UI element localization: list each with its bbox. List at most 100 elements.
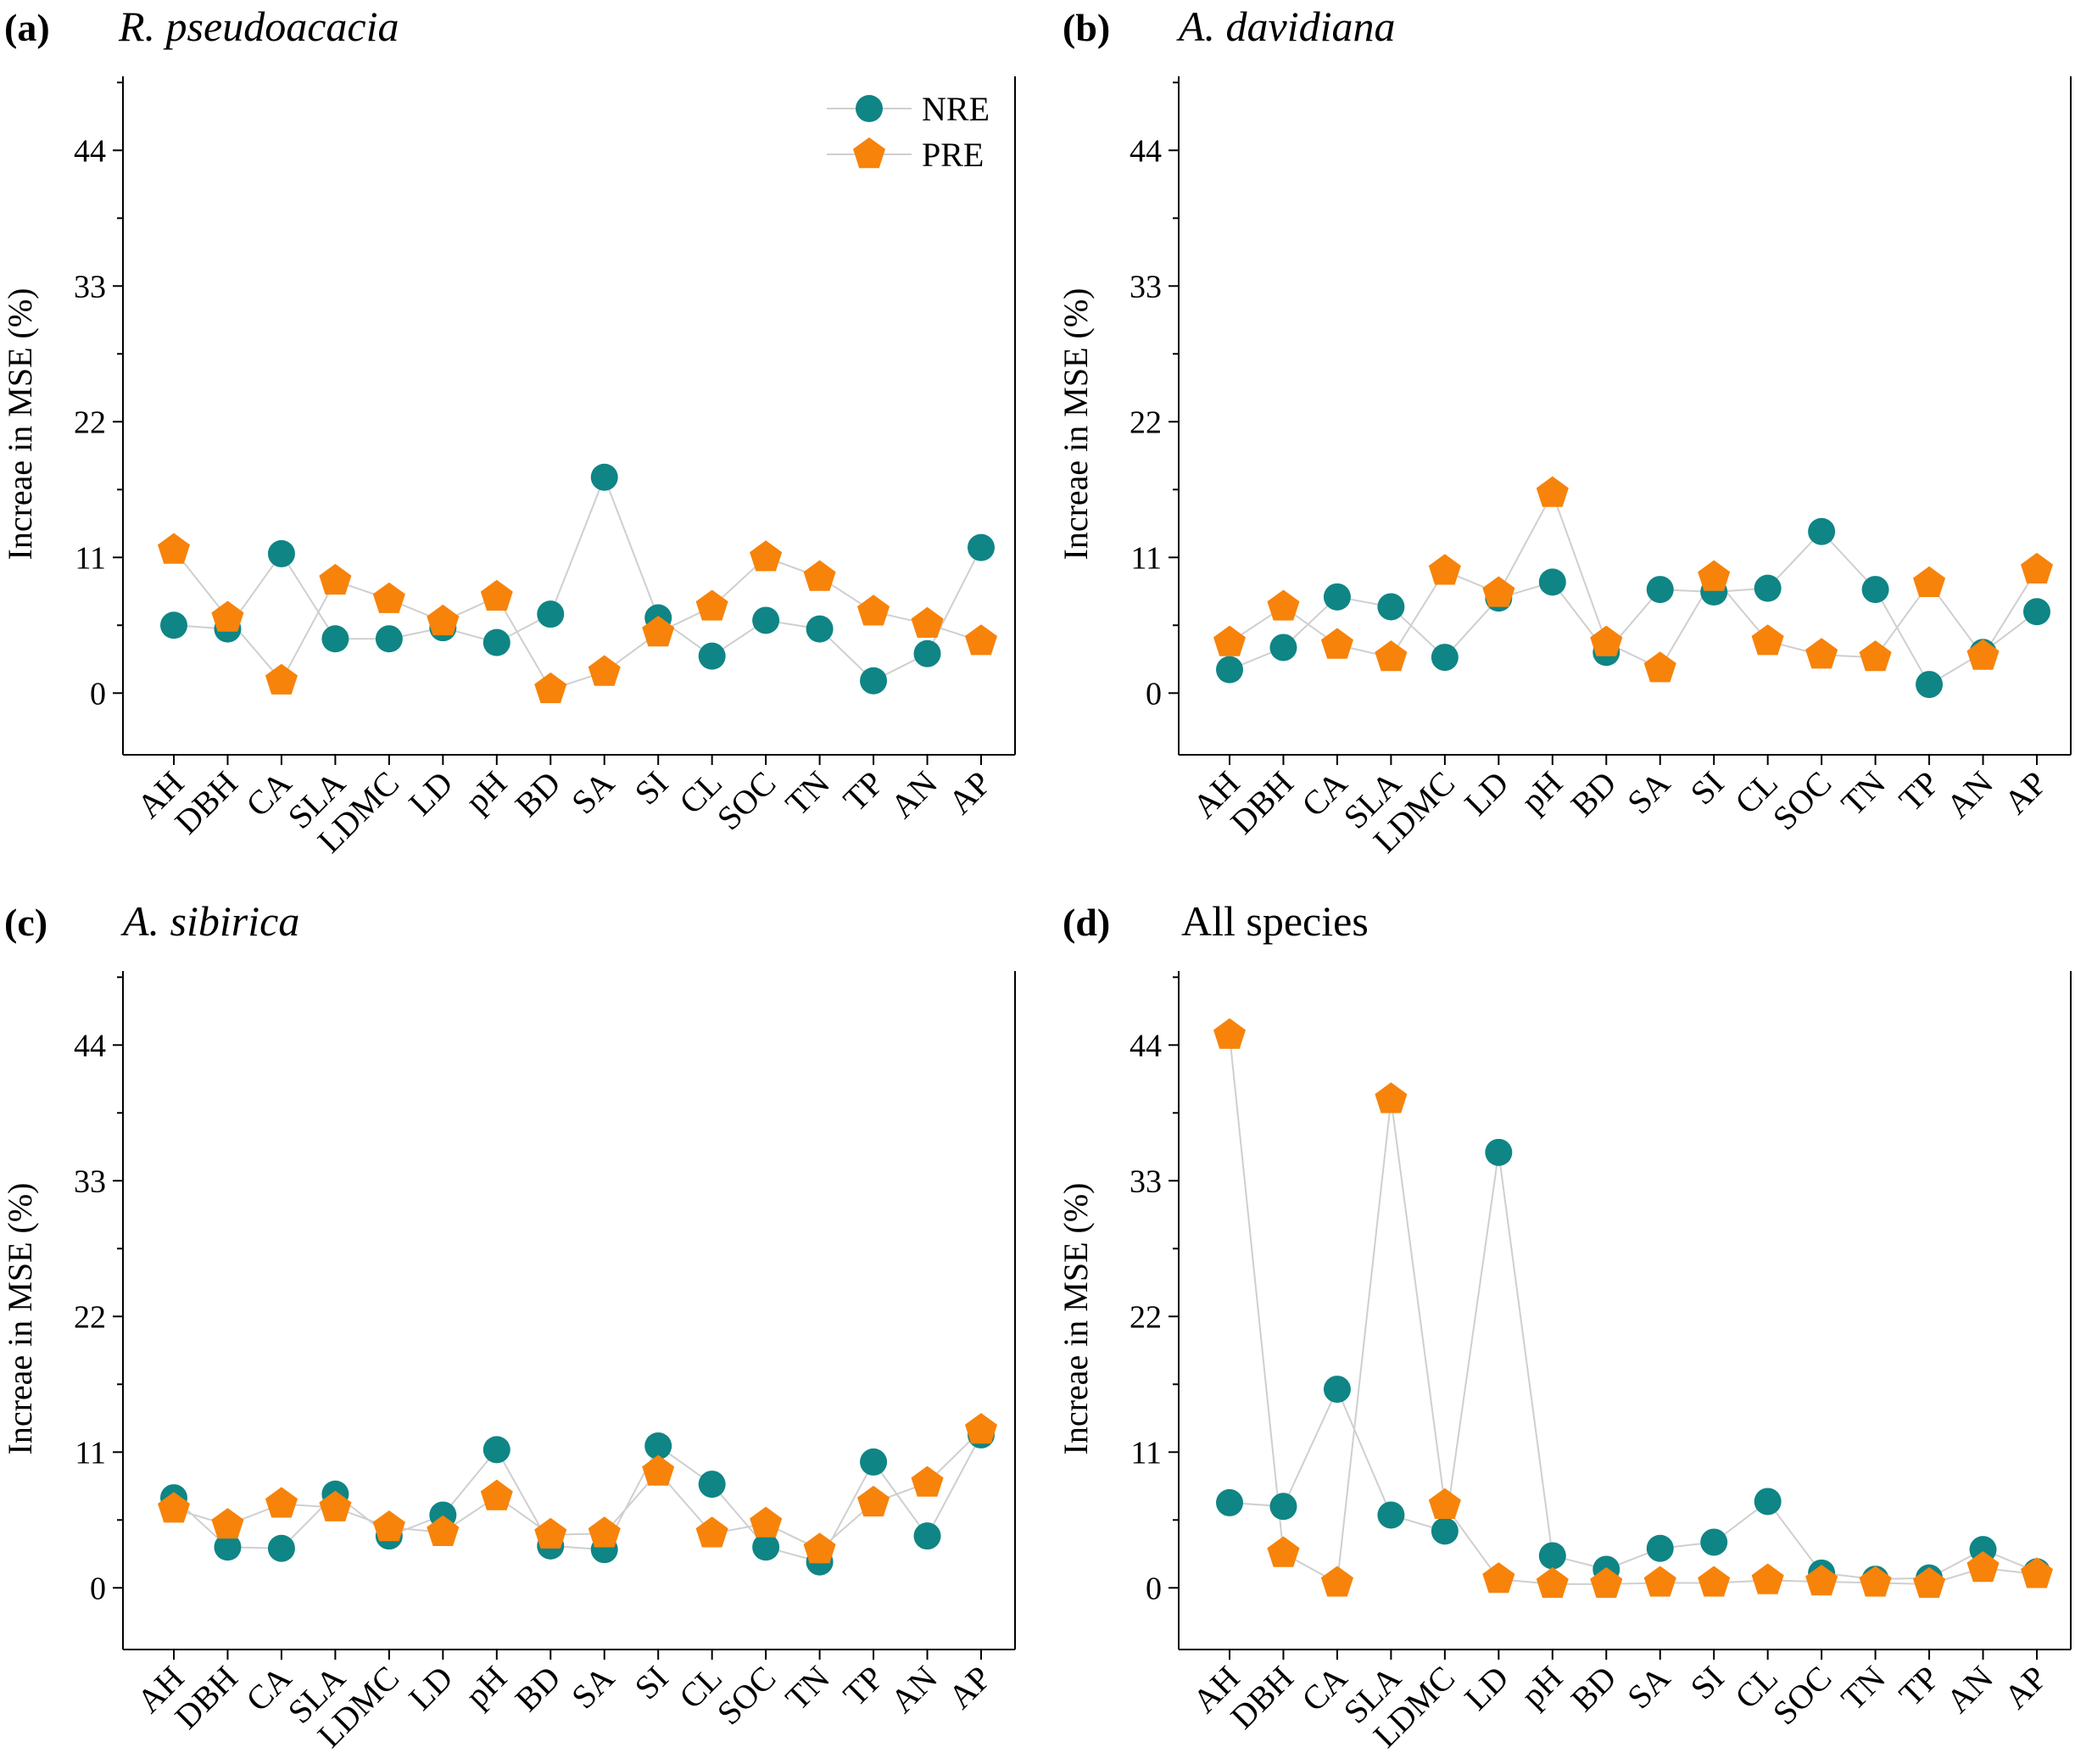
nre-point-tp: [860, 667, 888, 695]
nre-point-ca: [267, 1534, 295, 1562]
pre-point-ph: [480, 579, 513, 611]
nre-point-sa: [1646, 576, 1674, 604]
nre-point-soc: [752, 1533, 780, 1561]
nre-point-soc: [1808, 517, 1836, 545]
x-tick-label: TN: [1833, 764, 1893, 823]
nre-point-dbh: [1269, 1493, 1297, 1521]
y-tick-label: 0: [90, 1571, 106, 1606]
nre-point-bd: [537, 600, 565, 628]
pre-point-tn: [1859, 640, 1892, 672]
nre-point-ph: [482, 1436, 510, 1464]
nre-point-an: [913, 639, 941, 667]
x-tick-label: AN: [883, 1659, 945, 1721]
pre-point-tn: [1859, 1566, 1892, 1597]
nre-point-ah: [1216, 656, 1243, 684]
pre-point-sla: [1375, 1082, 1408, 1114]
pre-connector-line: [173, 549, 982, 691]
pre-point-ld: [1482, 576, 1515, 607]
pre-point-bd: [534, 672, 567, 704]
y-axis-title: Increae in MSE (%): [1057, 288, 1095, 561]
nre-connector-line: [173, 1434, 982, 1563]
nre-point-ph: [1538, 1542, 1566, 1570]
pre-point-ap: [2021, 1557, 2053, 1588]
x-tick-label: pH: [458, 1659, 514, 1715]
panel-d: (d) All species 0 11 22 33 44 Increae in MSE (%…: [1057, 897, 2072, 1755]
y-tick-label: 0: [1146, 676, 1162, 712]
nre-point-sla: [321, 625, 349, 653]
pre-point-sla: [319, 563, 352, 595]
nre-point-tn: [1861, 576, 1889, 604]
x-tick-label: LD: [401, 1659, 460, 1718]
pre-series: [158, 533, 997, 704]
pre-point-si: [642, 616, 675, 647]
y-tick-label: 44: [74, 1028, 106, 1063]
pre-point-soc: [1805, 1565, 1838, 1596]
nre-series: [160, 463, 995, 695]
y-tick-label: 11: [1130, 540, 1162, 576]
x-tick-label: DBH: [167, 1659, 245, 1737]
pre-point-dbh: [1267, 589, 1300, 621]
legend-nre-marker: [856, 95, 883, 122]
nre-point-tn: [806, 615, 834, 643]
x-tick-label: pH: [1514, 1659, 1570, 1715]
pre-point-ca: [1320, 628, 1353, 659]
x-tick-label: SOC: [710, 764, 784, 838]
x-tick-label: TP: [1892, 1659, 1947, 1714]
nre-point-sla: [1377, 593, 1405, 621]
nre-connector-line: [173, 474, 982, 682]
pre-point-ldmc: [372, 1510, 405, 1542]
y-tick-label: 33: [74, 269, 106, 304]
panel-title: R. pseudoacacia: [118, 3, 399, 50]
x-tick-label: SI: [1683, 764, 1732, 812]
x-tick-label: SI: [1683, 1659, 1732, 1707]
nre-point-ap: [2023, 598, 2050, 626]
y-tick-label: 11: [75, 540, 106, 576]
x-tick-label: AP: [1996, 764, 2054, 822]
pre-point-dbh: [211, 600, 244, 632]
pre-point-ca: [265, 663, 298, 695]
pre-point-ap: [965, 624, 997, 656]
x-tick-label: AP: [1996, 1659, 2054, 1717]
x-tick-label: AN: [883, 764, 945, 826]
x-tick-label: SA: [564, 1658, 622, 1716]
nre-point-cl: [698, 1471, 726, 1499]
x-tick-label: LD: [401, 764, 460, 823]
panel-label: (c): [4, 901, 47, 944]
nre-point-dbh: [214, 1533, 242, 1561]
pre-point-ld: [427, 604, 460, 636]
nre-point-ap: [968, 533, 995, 561]
pre-point-ah: [1213, 1018, 1246, 1049]
y-tick-label: 44: [1130, 1028, 1162, 1063]
panel-c: (c) A. sibirica 0 11 22 33 44 Increae in MSE (%…: [1, 897, 1016, 1755]
x-tick-label: SA: [1620, 1658, 1677, 1716]
pre-point-tp: [1913, 1566, 1946, 1599]
nre-point-cl: [1754, 574, 1782, 602]
pre-point-ph: [1536, 476, 1569, 507]
panel-title: All species: [1181, 897, 1369, 945]
nre-point-ph: [482, 628, 510, 656]
y-tick-label: 22: [1130, 1299, 1162, 1335]
x-tick-label: SI: [628, 1659, 676, 1707]
x-tick-label: BD: [508, 1659, 568, 1719]
panel-a: (a) R. pseudoacacia 0 11 22 33 44 Increae in MS…: [1, 3, 1016, 860]
pre-point-ca: [265, 1487, 298, 1518]
pre-point-ph: [480, 1479, 513, 1510]
y-axis-title: Increae in MSE (%): [1057, 1183, 1095, 1455]
y-tick-label: 11: [1130, 1435, 1162, 1471]
nre-point-dbh: [1269, 634, 1297, 662]
nre-point-sla: [1377, 1501, 1405, 1529]
pre-point-an: [911, 1465, 944, 1497]
x-tick-label: SA: [1620, 763, 1677, 821]
y-tick-label: 0: [90, 676, 106, 712]
pre-point-tp: [857, 595, 890, 626]
pre-point-sa: [1643, 1566, 1676, 1597]
nre-point-ldmc: [1431, 1517, 1459, 1545]
x-tick-label: AP: [940, 1659, 998, 1717]
nre-point-cl: [1754, 1488, 1782, 1516]
y-tick-label: 0: [1146, 1571, 1162, 1606]
pre-point-sa: [588, 1516, 621, 1548]
pre-point-dbh: [1267, 1536, 1300, 1567]
x-tick-label: DBH: [167, 764, 245, 842]
legend: NRE PRE: [827, 90, 990, 174]
